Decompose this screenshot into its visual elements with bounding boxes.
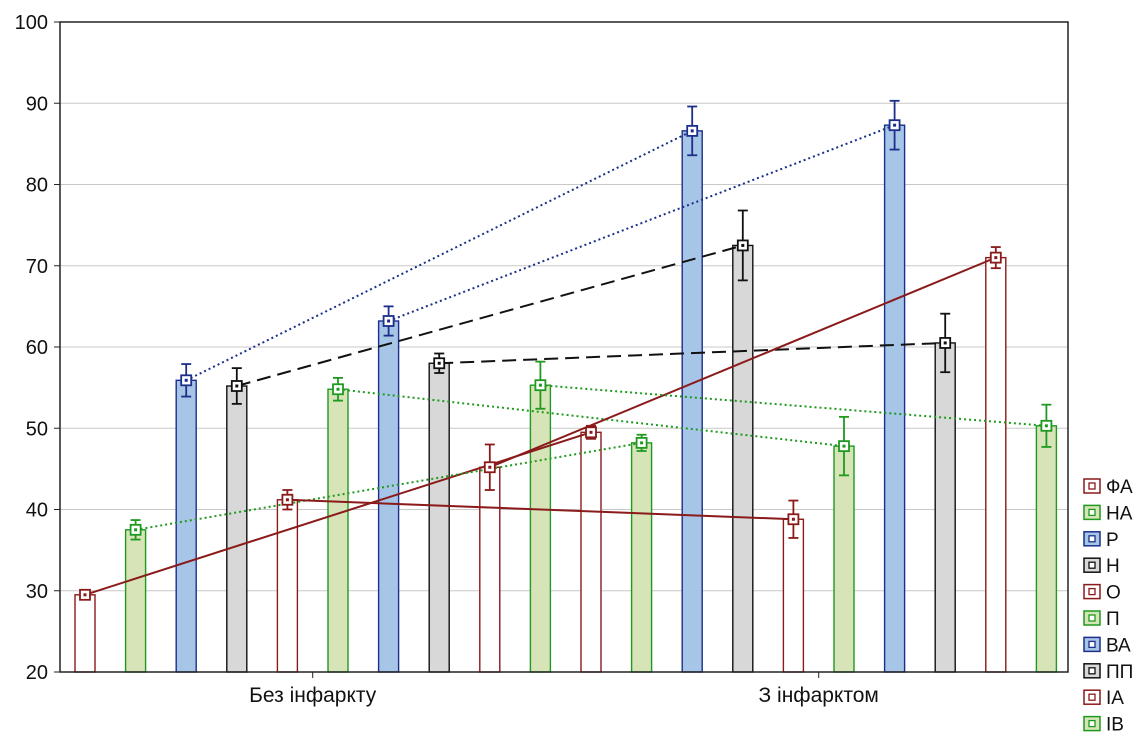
point-marker-dot <box>184 378 188 382</box>
legend-marker <box>1088 508 1096 517</box>
point-marker-dot <box>640 441 644 445</box>
point-marker-dot <box>83 593 87 597</box>
y-tick-label: 70 <box>26 256 48 278</box>
bar <box>327 388 349 673</box>
bars <box>74 124 1058 673</box>
legend-label: ФА <box>1106 477 1133 498</box>
series-line <box>439 341 946 365</box>
series-line <box>236 244 744 387</box>
bar <box>226 385 248 673</box>
point-marker-dot <box>488 465 492 469</box>
series-line <box>287 498 794 521</box>
legend-label: Р <box>1106 530 1119 551</box>
legend-label: ІВ <box>1106 715 1124 736</box>
y-tick-label: 80 <box>26 175 48 197</box>
point-marker-dot <box>842 444 846 448</box>
bar <box>479 466 501 673</box>
y-tick-label: 50 <box>26 418 48 440</box>
legend-marker <box>1088 719 1096 728</box>
point-marker-dot <box>589 430 593 434</box>
series-line <box>185 129 693 382</box>
bar <box>276 499 299 673</box>
point-marker-dot <box>285 498 289 502</box>
point-marker-dot <box>791 517 795 521</box>
legend-label: ВА <box>1106 635 1131 656</box>
y-tick-label: 100 <box>15 12 48 34</box>
point-marker-dot <box>538 383 542 387</box>
category-label: Без інфаркту <box>249 684 377 707</box>
series-lines <box>84 124 1047 596</box>
category-label: З інфарктом <box>759 684 879 707</box>
bar <box>782 518 805 673</box>
series-line <box>135 441 642 531</box>
y-tick-label: 60 <box>26 337 48 359</box>
legend-marker <box>1088 640 1096 649</box>
bar <box>428 362 450 673</box>
y-tick-label: 30 <box>26 581 48 603</box>
legend-marker <box>1088 693 1096 701</box>
bar <box>833 445 855 673</box>
point-marker-dot <box>943 341 947 345</box>
point-marker-dot <box>437 361 441 365</box>
legend-label: П <box>1106 609 1120 630</box>
legend-marker <box>1088 535 1096 543</box>
legend-label: НА <box>1106 503 1133 524</box>
legend-label: ПП <box>1106 662 1133 683</box>
legend-marker <box>1088 614 1096 622</box>
bar <box>529 384 552 673</box>
bar <box>883 124 906 673</box>
legend-label: Н <box>1106 556 1120 577</box>
series-line <box>540 384 1047 427</box>
point-marker-dot <box>336 387 340 391</box>
bar <box>934 342 956 673</box>
legend-marker <box>1088 587 1096 596</box>
bar <box>124 529 147 673</box>
series-line <box>388 124 895 322</box>
markers <box>79 99 1053 601</box>
y-tick-label: 20 <box>26 662 48 684</box>
y-tick-label: 90 <box>26 93 48 115</box>
legend-label: ІА <box>1106 688 1124 709</box>
series-line <box>489 256 997 469</box>
point-marker-dot <box>741 243 745 247</box>
point-marker-dot <box>134 528 138 532</box>
legend-marker <box>1088 561 1096 569</box>
axis-labels: 20 30 40 50 60 70 80 90 100 Без інфаркту З інфаркт… <box>15 12 879 707</box>
point-marker-dot <box>387 319 391 323</box>
legend-label: О <box>1106 583 1121 604</box>
legend-marker <box>1088 667 1096 675</box>
point-marker-dot <box>994 256 998 260</box>
bar <box>681 130 703 673</box>
bar <box>732 244 754 673</box>
bar <box>175 379 197 673</box>
bar <box>630 442 653 673</box>
y-tick-label: 40 <box>26 500 48 522</box>
legend-marker <box>1088 482 1096 490</box>
bar <box>74 594 96 673</box>
bar <box>985 256 1007 673</box>
point-marker-dot <box>1044 424 1048 428</box>
point-marker-dot <box>690 129 694 133</box>
point-marker-dot <box>235 384 239 388</box>
bar <box>580 431 602 673</box>
point-marker-dot <box>893 123 897 127</box>
bar <box>1035 425 1058 673</box>
gridlines <box>60 21 1068 673</box>
